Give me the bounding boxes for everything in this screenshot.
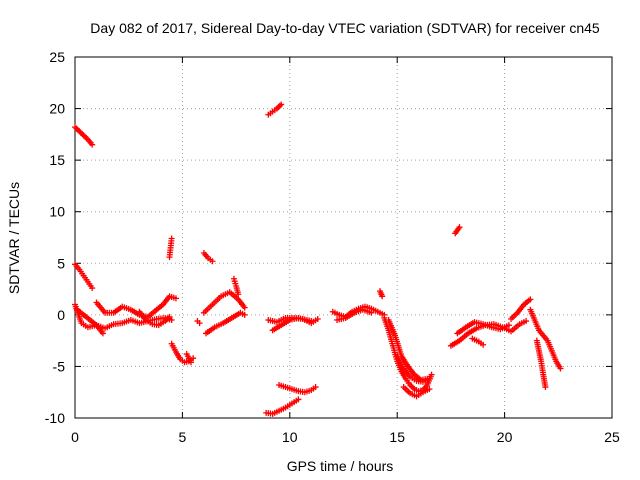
data-points (72, 101, 564, 417)
data-segment (469, 335, 487, 348)
data-point (89, 141, 96, 148)
data-point (557, 365, 564, 372)
y-tick-label: 5 (57, 255, 65, 271)
data-segment (533, 337, 549, 391)
plot-frame (74, 56, 613, 419)
data-segment (200, 249, 216, 265)
data-point (196, 320, 203, 327)
data-segment (400, 384, 433, 400)
data-segment (72, 261, 96, 292)
x-tick-label: 5 (179, 429, 187, 445)
data-segment (508, 296, 534, 322)
data-point (426, 375, 433, 382)
data-point (505, 322, 512, 329)
grid (75, 57, 612, 418)
data-point (295, 396, 302, 403)
data-point (527, 296, 534, 303)
data-segment (183, 351, 194, 366)
data-point (82, 133, 89, 140)
data-segment (334, 306, 375, 324)
data-point (241, 304, 248, 311)
data-point (480, 341, 487, 348)
y-tick-label: 10 (49, 204, 65, 220)
data-segment (194, 318, 203, 327)
data-point (89, 285, 96, 292)
data-segment (168, 340, 197, 366)
data-segment (452, 224, 463, 237)
data-point (308, 318, 315, 325)
data-point (99, 330, 106, 337)
data-point (83, 135, 90, 142)
x-tick-label: 25 (604, 429, 620, 445)
data-point (74, 126, 81, 133)
data-point (379, 293, 386, 300)
data-point (542, 384, 549, 391)
data-segment (263, 396, 302, 417)
data-segment (93, 293, 179, 320)
data-point (76, 128, 83, 135)
data-point (187, 359, 194, 366)
x-tick-label: 0 (71, 429, 79, 445)
x-tick-label: 20 (497, 429, 513, 445)
data-point (428, 371, 435, 378)
data-point (79, 131, 86, 138)
data-point (209, 258, 216, 265)
axis-ticks: 0 5 10 15 20 25 -10 -5 0 5 10 15 20 25 (45, 49, 620, 445)
data-point (368, 309, 375, 316)
data-point (166, 313, 173, 320)
x-tick-label: 15 (389, 429, 405, 445)
data-point (241, 311, 248, 318)
data-segment (72, 124, 96, 148)
data-segment (203, 309, 248, 337)
data-point (168, 235, 175, 242)
data-point (168, 317, 175, 324)
y-tick-label: 15 (49, 152, 65, 168)
data-point (456, 224, 463, 231)
data-point (312, 384, 319, 391)
chart-title: Day 082 of 2017, Sidereal Day-to-day VTE… (90, 20, 600, 36)
data-segment (454, 319, 512, 337)
data-point (77, 129, 84, 136)
y-tick-label: 0 (57, 307, 65, 323)
x-tick-label: 10 (282, 429, 298, 445)
data-point (278, 101, 285, 108)
x-axis-label: GPS time / hours (287, 458, 394, 474)
data-segment (394, 353, 433, 385)
y-tick-label: 25 (49, 49, 65, 65)
y-tick-label: 20 (49, 101, 65, 117)
y-tick-label: -5 (53, 358, 66, 374)
data-segment (230, 275, 242, 298)
data-segment (265, 101, 285, 118)
data-point (523, 318, 530, 325)
data-segment (276, 381, 319, 396)
data-point (408, 383, 415, 390)
data-point (73, 125, 80, 132)
data-segment (527, 306, 564, 372)
data-point (276, 102, 283, 109)
data-point (275, 104, 282, 111)
data-point (80, 132, 87, 139)
data-point (426, 386, 433, 393)
data-segment (200, 289, 248, 316)
data-segment (136, 308, 173, 329)
y-tick-label: -10 (45, 410, 65, 426)
y-axis-label: SDTVAR / TECUs (6, 182, 22, 294)
data-point (72, 124, 78, 131)
data-point (314, 315, 321, 322)
data-segment (377, 288, 386, 300)
data-segment (381, 314, 435, 395)
data-point (172, 295, 179, 302)
data-point (235, 291, 242, 298)
data-segment (166, 235, 175, 261)
data-segment (74, 306, 106, 337)
data-segment (269, 314, 315, 334)
